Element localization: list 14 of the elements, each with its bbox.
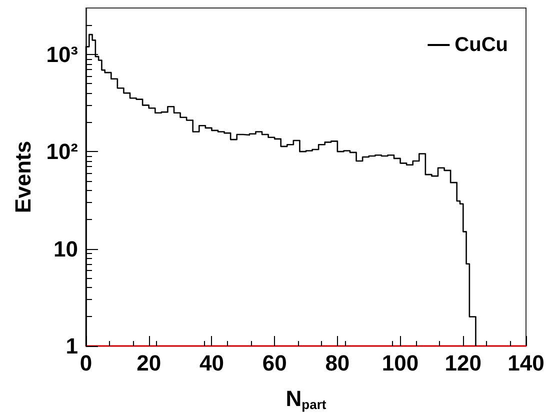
- x-tick-label: 80: [325, 350, 350, 376]
- y-tick-label: 10: [54, 236, 78, 262]
- y-axis-title: Events: [10, 140, 36, 214]
- x-tick-label: 100: [382, 350, 419, 376]
- x-tick-label: 20: [136, 350, 162, 376]
- x-tick-label: 120: [444, 350, 482, 376]
- y-tick-label: 10²: [46, 139, 78, 164]
- x-tick-label: 60: [262, 350, 287, 376]
- y-tick-label: 1: [66, 334, 78, 358]
- x-tick-label: 140: [508, 350, 544, 376]
- legend-label: CuCu: [454, 34, 508, 56]
- x-tick-label: 40: [199, 350, 224, 376]
- x-tick-label: 0: [80, 350, 92, 376]
- y-tick-label: 10³: [46, 42, 78, 67]
